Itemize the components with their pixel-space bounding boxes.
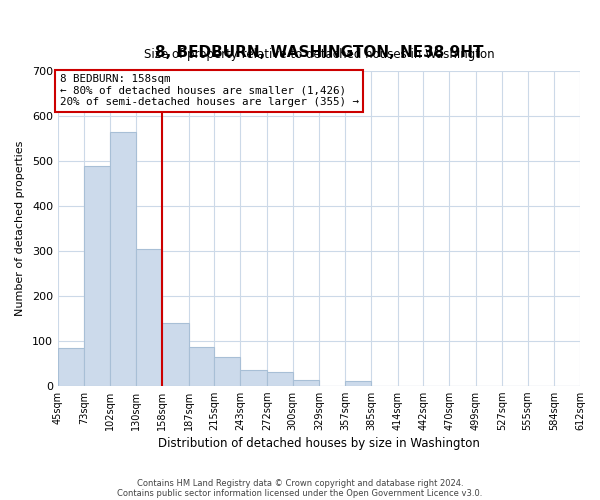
Bar <box>58 348 84 386</box>
Bar <box>293 380 319 386</box>
Bar <box>136 248 162 386</box>
Bar <box>84 166 110 386</box>
Title: 8, BEDBURN, WASHINGTON, NE38 9HT: 8, BEDBURN, WASHINGTON, NE38 9HT <box>155 45 483 60</box>
Text: 8 BEDBURN: 158sqm
← 80% of detached houses are smaller (1,426)
20% of semi-detac: 8 BEDBURN: 158sqm ← 80% of detached hous… <box>60 74 359 107</box>
Bar <box>162 322 188 386</box>
Bar <box>188 348 214 386</box>
Bar <box>214 358 240 386</box>
Bar <box>240 370 267 386</box>
Y-axis label: Number of detached properties: Number of detached properties <box>15 140 25 316</box>
Text: Size of property relative to detached houses in Washington: Size of property relative to detached ho… <box>143 48 494 62</box>
X-axis label: Distribution of detached houses by size in Washington: Distribution of detached houses by size … <box>158 437 480 450</box>
Text: Contains public sector information licensed under the Open Government Licence v3: Contains public sector information licen… <box>118 488 482 498</box>
Bar <box>345 381 371 386</box>
Bar <box>110 132 136 386</box>
Text: Contains HM Land Registry data © Crown copyright and database right 2024.: Contains HM Land Registry data © Crown c… <box>137 478 463 488</box>
Bar <box>267 372 293 386</box>
